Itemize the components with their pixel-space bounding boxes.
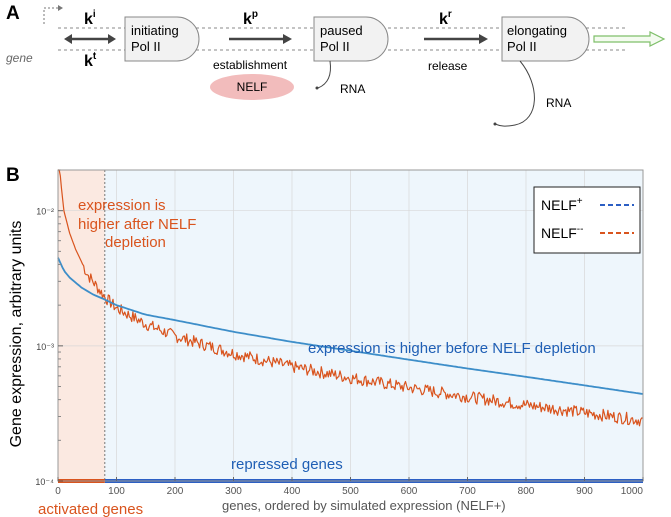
x-axis-ticks: 0 100 200 300 400 500 600 700 800 900 1000: [55, 477, 644, 497]
ki-kt-arrowhead-right-icon: [108, 34, 116, 44]
kp-arrowhead-icon: [283, 34, 292, 44]
x-tick-label: 900: [576, 486, 593, 497]
elongating-line2: Pol II: [507, 39, 537, 54]
y-axis-ticks: 10⁻⁴ 10⁻³ 10⁻²: [35, 169, 63, 487]
paused-rna-label: RNA: [340, 82, 365, 96]
initiating-line1: initiating: [131, 23, 179, 38]
initiating-line2: Pol II: [131, 39, 161, 54]
activated-annotation-line2: higher after NELF: [78, 216, 196, 233]
y-tick-label: 10⁻²: [36, 207, 54, 217]
paused-line2: Pol II: [320, 39, 350, 54]
x-tick-label: 500: [342, 486, 359, 497]
elongating-pol2-shape: [501, 16, 590, 62]
initiating-pol2-shape: [124, 16, 200, 62]
panel-b-label: B: [6, 165, 20, 186]
y-tick-label: 10⁻⁴: [35, 477, 54, 487]
x-tick-label: 0: [55, 486, 61, 497]
elongating-line1: elongating: [507, 23, 567, 38]
x-tick-label: 700: [459, 486, 476, 497]
panel-b: B 0 100 200 300 400 500 600 700 800 900 1000 10⁻⁴1…: [6, 165, 644, 517]
paused-line1: paused: [320, 23, 363, 38]
x-tick-label: 400: [284, 486, 301, 497]
x-tick-label: 200: [167, 486, 184, 497]
activated-annotation-line1: expression is: [78, 197, 166, 214]
activated-annotation-line3: depletion: [105, 234, 166, 251]
paused-rna-end: [315, 86, 319, 90]
x-tick-label: 600: [401, 486, 418, 497]
legend: NELF+ NELF--: [533, 186, 641, 254]
series-nelf-minus-line: [58, 169, 644, 427]
rate-kt: kt: [84, 51, 97, 70]
x-axis-label: genes, ordered by simulated expression (…: [222, 498, 506, 513]
release-label: release: [428, 59, 468, 73]
nelf-label: NELF: [237, 80, 268, 94]
series-nelf-plus-line: [57, 257, 644, 395]
y-axis-label: Gene expression, arbitrary units: [8, 221, 25, 448]
kr-arrowhead-icon: [479, 34, 488, 44]
elongating-rna-strand: [494, 60, 535, 127]
y-tick-label: 10⁻³: [36, 342, 54, 352]
elongating-rna-label: RNA: [546, 96, 571, 110]
tss-arrowhead-icon: [58, 5, 63, 11]
legend-box: [533, 186, 641, 254]
ki-kt-arrowhead-left-icon: [64, 34, 72, 44]
gridlines: [58, 170, 643, 481]
gene-label: gene: [6, 51, 33, 65]
rate-ki: ki: [84, 9, 96, 28]
panel-a: A gene ki kt initiating Pol II kp establ…: [6, 3, 666, 127]
repressed-genes-label: repressed genes: [231, 456, 343, 473]
paused-pol2-shape: [313, 16, 389, 62]
gene-direction-arrow-icon: [593, 31, 666, 47]
tss-arrow-icon: [43, 7, 60, 24]
legend-nelf-minus-label: NELF--: [541, 224, 583, 241]
rate-kr: kr: [439, 9, 452, 28]
x-tick-label: 1000: [621, 486, 644, 497]
panel-a-label: A: [6, 3, 20, 24]
paused-rna-strand: [317, 60, 331, 89]
establishment-label: establishment: [213, 58, 288, 72]
repressed-annotation: expression is higher before NELF depleti…: [308, 340, 596, 357]
legend-nelf-plus-label: NELF+: [541, 196, 583, 213]
rate-kp: kp: [243, 9, 258, 28]
x-tick-label: 300: [225, 486, 242, 497]
activated-genes-label: activated genes: [38, 501, 143, 517]
nelf-ellipse: [210, 74, 294, 100]
elongating-rna-end: [493, 122, 497, 126]
x-tick-label: 100: [108, 486, 125, 497]
activated-region-shade: [58, 170, 105, 481]
x-tick-label: 800: [518, 486, 535, 497]
